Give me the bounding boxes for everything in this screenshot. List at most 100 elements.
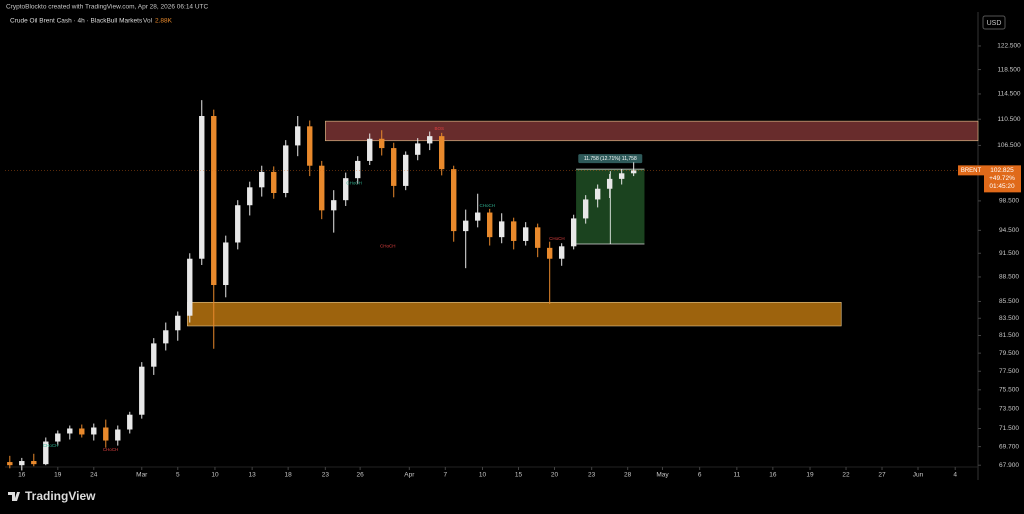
candle-body (391, 148, 397, 186)
x-tick-label: 19 (54, 472, 62, 479)
candle-body (235, 205, 241, 243)
candle-body (522, 227, 529, 241)
x-tick-label: 18 (285, 472, 293, 479)
y-tick-label: 75.500 (999, 387, 1019, 394)
candle-body (139, 366, 145, 415)
candle-body (463, 220, 469, 232)
candle-body (379, 138, 385, 149)
x-tick-label: 22 (842, 472, 850, 479)
x-tick-label: 13 (249, 472, 257, 479)
candle-body (187, 258, 193, 316)
x-tick-label: Mar (136, 472, 148, 479)
y-tick-label: 67.900 (999, 462, 1019, 469)
x-tick-label: 24 (90, 472, 98, 479)
position-label: 11.758 (12.71%) 11,758 (584, 156, 637, 162)
x-tick-label: 4 (953, 472, 957, 479)
annotation: CHoCH (549, 236, 565, 241)
x-tick-label: 6 (698, 472, 702, 479)
annotation: BOS (435, 126, 445, 131)
countdown: 01:45:20 (989, 183, 1015, 190)
candle-body (618, 173, 625, 179)
y-tick-label: 77.500 (999, 368, 1019, 375)
candle-body (630, 170, 637, 174)
candle-body (127, 414, 133, 430)
candle-body (7, 462, 13, 466)
y-tick-label: 114.500 (997, 91, 1020, 98)
candle-body (487, 212, 493, 238)
y-tick-label: 98.500 (999, 198, 1019, 205)
annotation: CHoCH (103, 447, 119, 452)
symbol-tag-bg (958, 165, 984, 176)
y-tick-label: 110.500 (997, 116, 1020, 123)
volume-label: Vol (143, 18, 153, 25)
logo (8, 492, 20, 501)
annotation: CHoCH (346, 180, 362, 185)
y-tick-label: 106.500 (997, 142, 1021, 149)
candle-body (367, 138, 373, 161)
candle-body (295, 126, 301, 146)
candle-body (211, 116, 217, 286)
x-tick-label: 19 (806, 472, 814, 479)
candle-body (582, 199, 589, 219)
candle-body (79, 428, 85, 435)
attribution: CryptoBlockto created with TradingView.c… (6, 4, 209, 11)
chart-title: Crude Oil Brent Cash · 4h · BlackBull Ma… (10, 18, 143, 25)
x-tick-label: 15 (515, 472, 523, 479)
x-tick-label: 10 (479, 472, 487, 479)
x-tick-label: 7 (443, 472, 447, 479)
candle-body (451, 169, 457, 232)
x-tick-label: Jun (913, 472, 924, 479)
candle-body (546, 247, 553, 259)
change-tag: +49.72% (989, 175, 1015, 182)
x-tick-label: Apr (404, 472, 415, 479)
candle-body (175, 315, 181, 331)
candle-body (331, 200, 337, 211)
y-tick-label: 79.500 (999, 350, 1019, 357)
annotation: CHoCH (43, 443, 59, 448)
candle-body (343, 178, 349, 201)
x-tick-label: 27 (878, 472, 886, 479)
currency: USD (987, 20, 1002, 27)
y-tick-label: 81.500 (999, 332, 1019, 339)
candle-body (558, 246, 565, 259)
x-tick-label: 20 (551, 472, 559, 479)
x-tick-label: May (656, 472, 669, 479)
currency-box (982, 15, 1006, 30)
candle-body (247, 187, 253, 206)
candle-body (223, 242, 229, 286)
annotation: CHoCH (480, 203, 496, 208)
candle-body (115, 429, 121, 441)
x-tick-label: 26 (357, 472, 365, 479)
annotation: CHoCH (380, 243, 396, 248)
volume-value: 2.88K (155, 18, 173, 25)
price-tag-bg (984, 165, 1021, 193)
candle-body (163, 330, 169, 344)
candle-body (510, 221, 517, 241)
candle-body (67, 428, 73, 434)
y-tick-label: 88.500 (999, 274, 1019, 281)
candle-body (498, 221, 505, 238)
y-tick-label: 71.500 (999, 425, 1019, 432)
candle-body (199, 116, 205, 259)
candle-body (55, 433, 61, 442)
brand: TradingView (25, 489, 96, 503)
candle-body (606, 178, 613, 189)
zone (187, 301, 842, 327)
zone (325, 120, 979, 142)
candle-body (259, 171, 265, 188)
candle-body (403, 154, 409, 186)
candle-body (534, 227, 541, 248)
y-tick-label: 91.500 (999, 250, 1019, 257)
y-tick-label: 83.500 (999, 315, 1019, 322)
y-tick-label: 94.500 (999, 227, 1019, 234)
y-tick-label: 85.500 (999, 298, 1019, 305)
candle-body (151, 343, 157, 367)
candle-body (355, 160, 361, 179)
candle-body (271, 171, 277, 194)
y-tick-label: 122.500 (997, 43, 1021, 50)
x-tick-label: 28 (624, 472, 632, 479)
x-tick-label: 10 (211, 472, 219, 479)
candle-body (415, 143, 421, 155)
y-tick-label: 73.500 (999, 406, 1019, 413)
candle-body (103, 427, 109, 441)
